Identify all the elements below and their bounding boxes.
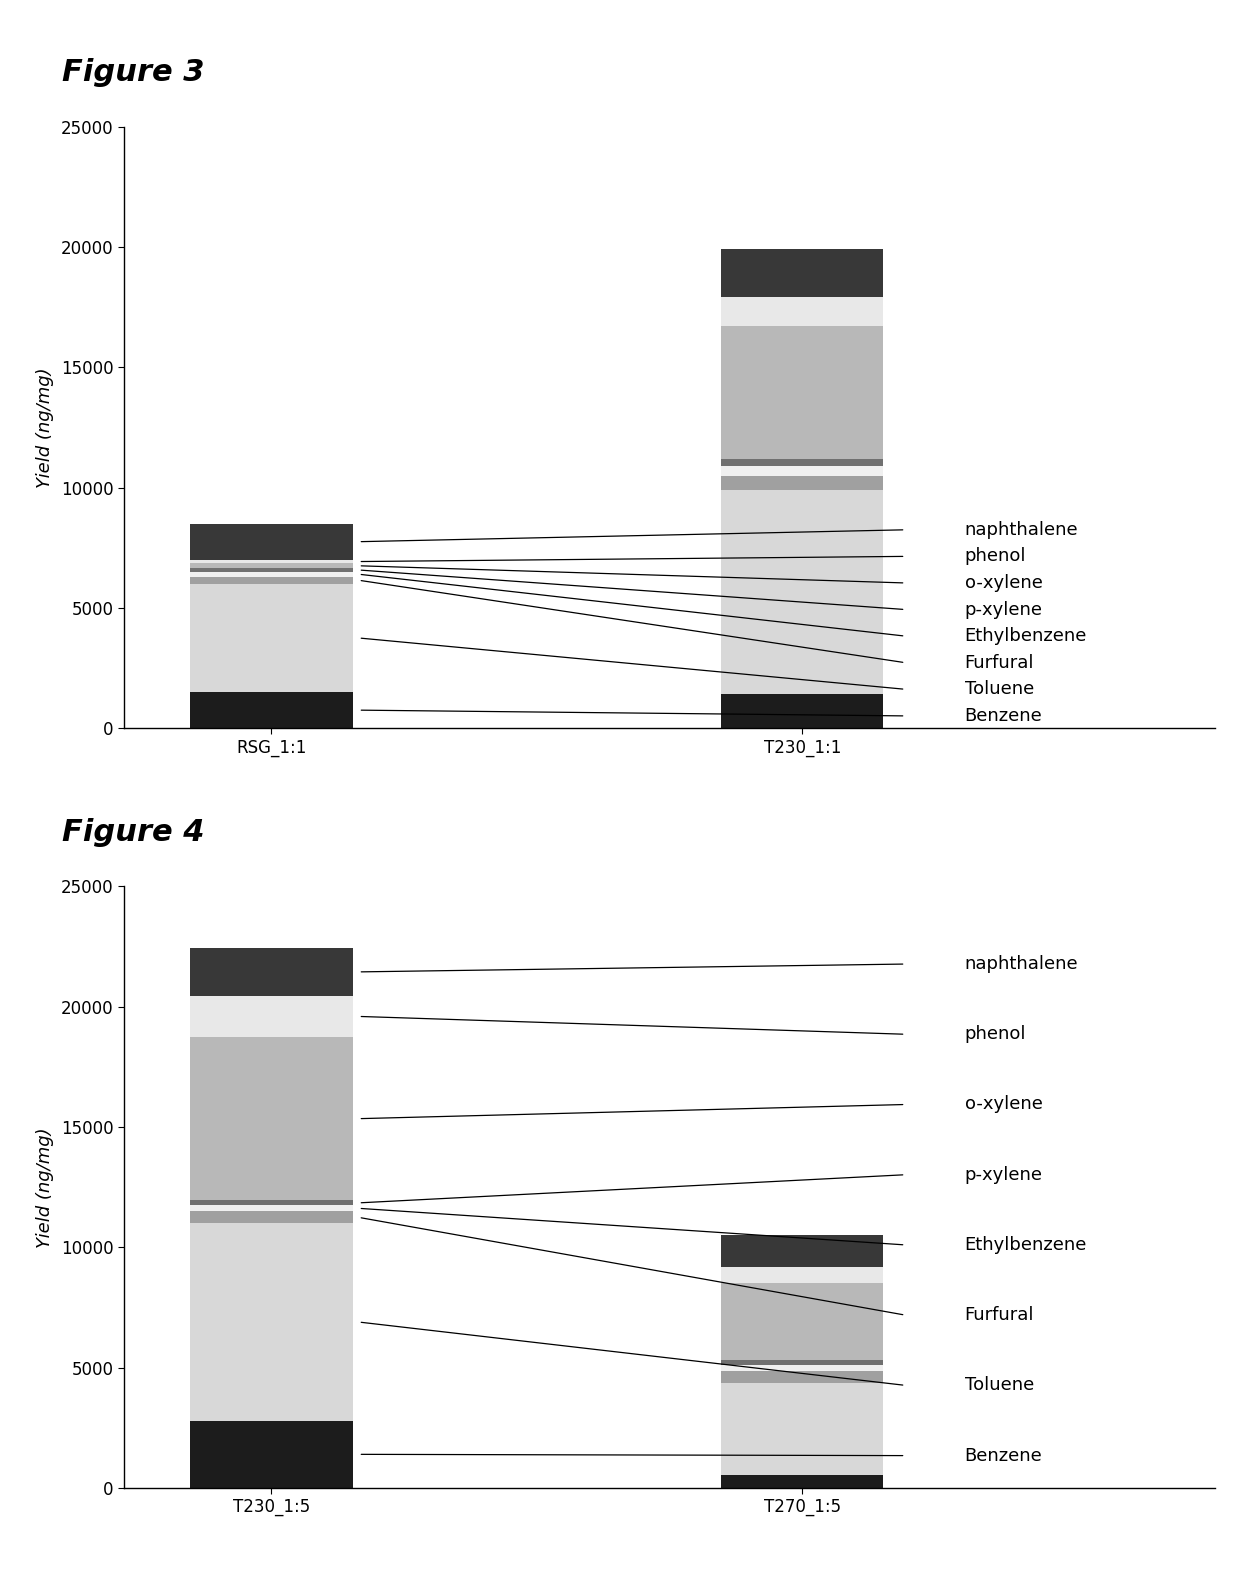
Bar: [722, 1475, 883, 1488]
Bar: [722, 298, 883, 326]
Text: Ethylbenzene: Ethylbenzene: [965, 627, 1087, 646]
Bar: [722, 491, 883, 695]
Text: o-xylene: o-xylene: [965, 1095, 1043, 1113]
Bar: [191, 584, 352, 692]
Text: Toluene: Toluene: [965, 681, 1034, 698]
Bar: [191, 524, 352, 560]
Bar: [722, 465, 883, 475]
Bar: [722, 475, 883, 491]
Text: Benzene: Benzene: [965, 1447, 1043, 1464]
Bar: [722, 1360, 883, 1365]
Bar: [722, 1235, 883, 1266]
Bar: [191, 571, 352, 576]
Text: naphthalene: naphthalene: [965, 521, 1078, 538]
Bar: [191, 1200, 352, 1205]
Bar: [191, 996, 352, 1037]
Text: p-xylene: p-xylene: [965, 1165, 1043, 1184]
Text: Toluene: Toluene: [965, 1376, 1034, 1395]
Text: Benzene: Benzene: [965, 708, 1043, 725]
Bar: [722, 1284, 883, 1360]
Bar: [191, 560, 352, 564]
Bar: [722, 1266, 883, 1284]
Bar: [722, 1365, 883, 1371]
Text: Figure 4: Figure 4: [62, 818, 205, 847]
Bar: [722, 1384, 883, 1475]
Bar: [191, 948, 352, 996]
Text: naphthalene: naphthalene: [965, 955, 1078, 974]
Bar: [722, 1371, 883, 1384]
Text: Ethylbenzene: Ethylbenzene: [965, 1236, 1087, 1254]
Bar: [722, 459, 883, 465]
Bar: [722, 695, 883, 728]
Bar: [191, 568, 352, 571]
Bar: [722, 250, 883, 298]
Bar: [191, 576, 352, 584]
Text: Furfural: Furfural: [965, 654, 1034, 671]
Bar: [191, 1224, 352, 1420]
Bar: [191, 1420, 352, 1488]
Bar: [191, 1037, 352, 1200]
Bar: [191, 1211, 352, 1224]
Text: o-xylene: o-xylene: [965, 575, 1043, 592]
Text: Figure 3: Figure 3: [62, 59, 205, 87]
Y-axis label: Yield (ng/mg): Yield (ng/mg): [36, 1127, 55, 1247]
Text: p-xylene: p-xylene: [965, 600, 1043, 619]
Bar: [191, 692, 352, 728]
Bar: [191, 1205, 352, 1211]
Bar: [191, 564, 352, 568]
Y-axis label: Yield (ng/mg): Yield (ng/mg): [36, 367, 55, 488]
Text: Furfural: Furfural: [965, 1306, 1034, 1323]
Text: phenol: phenol: [965, 548, 1025, 565]
Text: phenol: phenol: [965, 1026, 1025, 1043]
Bar: [722, 326, 883, 459]
